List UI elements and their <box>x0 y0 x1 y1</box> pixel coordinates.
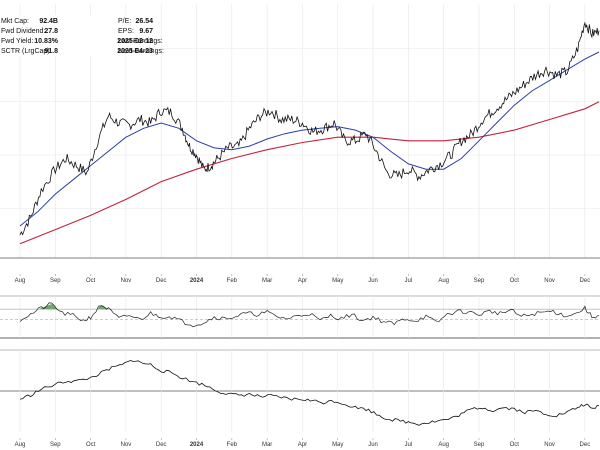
price-tick-label-12: Aug <box>438 278 449 284</box>
rel-tick-label-0: Aug <box>15 442 26 448</box>
rel-tick-label-5: 2024 <box>190 442 204 448</box>
stat-label-next-earnings: Next Earnings: <box>118 48 164 55</box>
stat-label-pe: P/E: <box>118 18 131 25</box>
rel-tick-label-11: Jul <box>405 442 413 448</box>
stat-label-mkt-cap: Mkt Cap: <box>1 18 29 25</box>
price-tick-label-9: May <box>332 278 343 284</box>
rel-tick-label-6: Feb <box>227 442 238 448</box>
price-tick-label-5: 2024 <box>190 278 204 284</box>
price-tick-label-1: Sep <box>50 278 61 284</box>
rel-tick-label-7: Mar <box>262 442 272 448</box>
stat-label-sctr: SCTR (LrgCap): <box>1 48 52 55</box>
price-tick-label-2: Oct <box>86 278 96 284</box>
rel-tick-label-16: Dec <box>580 442 591 448</box>
stat-label-fwd-yield: Fwd Yield: <box>1 38 33 45</box>
stat-value-eps: 9.67 <box>139 28 153 35</box>
osc-overbought-fill-0 <box>39 308 42 310</box>
stat-label-last-earnings: Last Earnings: <box>118 38 163 45</box>
price-tick-label-16: Dec <box>580 278 591 284</box>
stat-value-pe: 26.54 <box>135 18 153 25</box>
relative-panel <box>0 349 600 432</box>
relative-line <box>19 360 600 426</box>
rel-tick-label-15: Nov <box>544 442 555 448</box>
price-panel <box>0 4 600 259</box>
price-tick-label-0: Aug <box>15 278 26 284</box>
price-tick-label-15: Nov <box>544 278 555 284</box>
oscillator-line <box>19 302 600 328</box>
stat-value-mkt-cap: 92.4B <box>39 18 58 25</box>
osc-overbought-fill-3 <box>97 304 102 310</box>
rel-tick-label-13: Sep <box>474 442 485 448</box>
price-x-axis: Aug Sep Oct Nov Dec 2024 Feb Mar Apr May Jun Jul Aug… <box>15 274 591 284</box>
price-tick-label-10: Jun <box>368 278 378 284</box>
price-tick-label-6: Feb <box>227 278 238 284</box>
price-tick-label-7: Mar <box>262 278 272 284</box>
rel-tick-label-2: Oct <box>86 442 96 448</box>
stats-background <box>0 15 160 56</box>
rel-tick-label-14: Oct <box>510 442 520 448</box>
price-tick-label-4: Dec <box>156 278 167 284</box>
price-tick-label-3: Nov <box>121 278 132 284</box>
stat-value-fwd-yield: 10.83% <box>34 38 59 45</box>
stat-value-sctr: 91.8 <box>44 48 58 55</box>
stat-value-next-earnings: 2025-04-23 <box>117 48 153 55</box>
ma-50-line <box>19 51 600 227</box>
rel-tick-label-10: Jun <box>368 442 378 448</box>
stat-value-fwd-dividend: 27.8 <box>44 28 58 35</box>
stats-panel: Mkt Cap: 92.4B Fwd Dividend: 27.8 Fwd Yi… <box>0 15 164 56</box>
rel-tick-label-4: Dec <box>156 442 167 448</box>
stat-value-last-earnings: 2025-02-12 <box>117 38 153 45</box>
stat-label-fwd-dividend: Fwd Dividend: <box>1 28 45 35</box>
rel-tick-label-3: Nov <box>121 442 132 448</box>
rel-tick-label-12: Aug <box>438 442 449 448</box>
rel-tick-label-9: May <box>332 442 343 448</box>
stat-label-eps: EPS: <box>118 28 134 35</box>
ma-200-line <box>19 101 600 245</box>
price-tick-label-11: Jul <box>405 278 413 284</box>
price-tick-label-14: Oct <box>510 278 520 284</box>
price-tick-label-8: Apr <box>298 278 307 284</box>
price-line <box>19 21 600 236</box>
relative-x-axis: Aug Sep Oct Nov Dec 2024 Feb Mar Apr May Jun Jul Aug… <box>15 438 591 448</box>
osc-overbought-fill-5 <box>583 308 585 310</box>
rel-tick-label-1: Sep <box>50 442 61 448</box>
rel-tick-label-8: Apr <box>298 442 307 448</box>
price-tick-label-13: Sep <box>474 278 485 284</box>
oscillator-panel <box>0 295 600 339</box>
